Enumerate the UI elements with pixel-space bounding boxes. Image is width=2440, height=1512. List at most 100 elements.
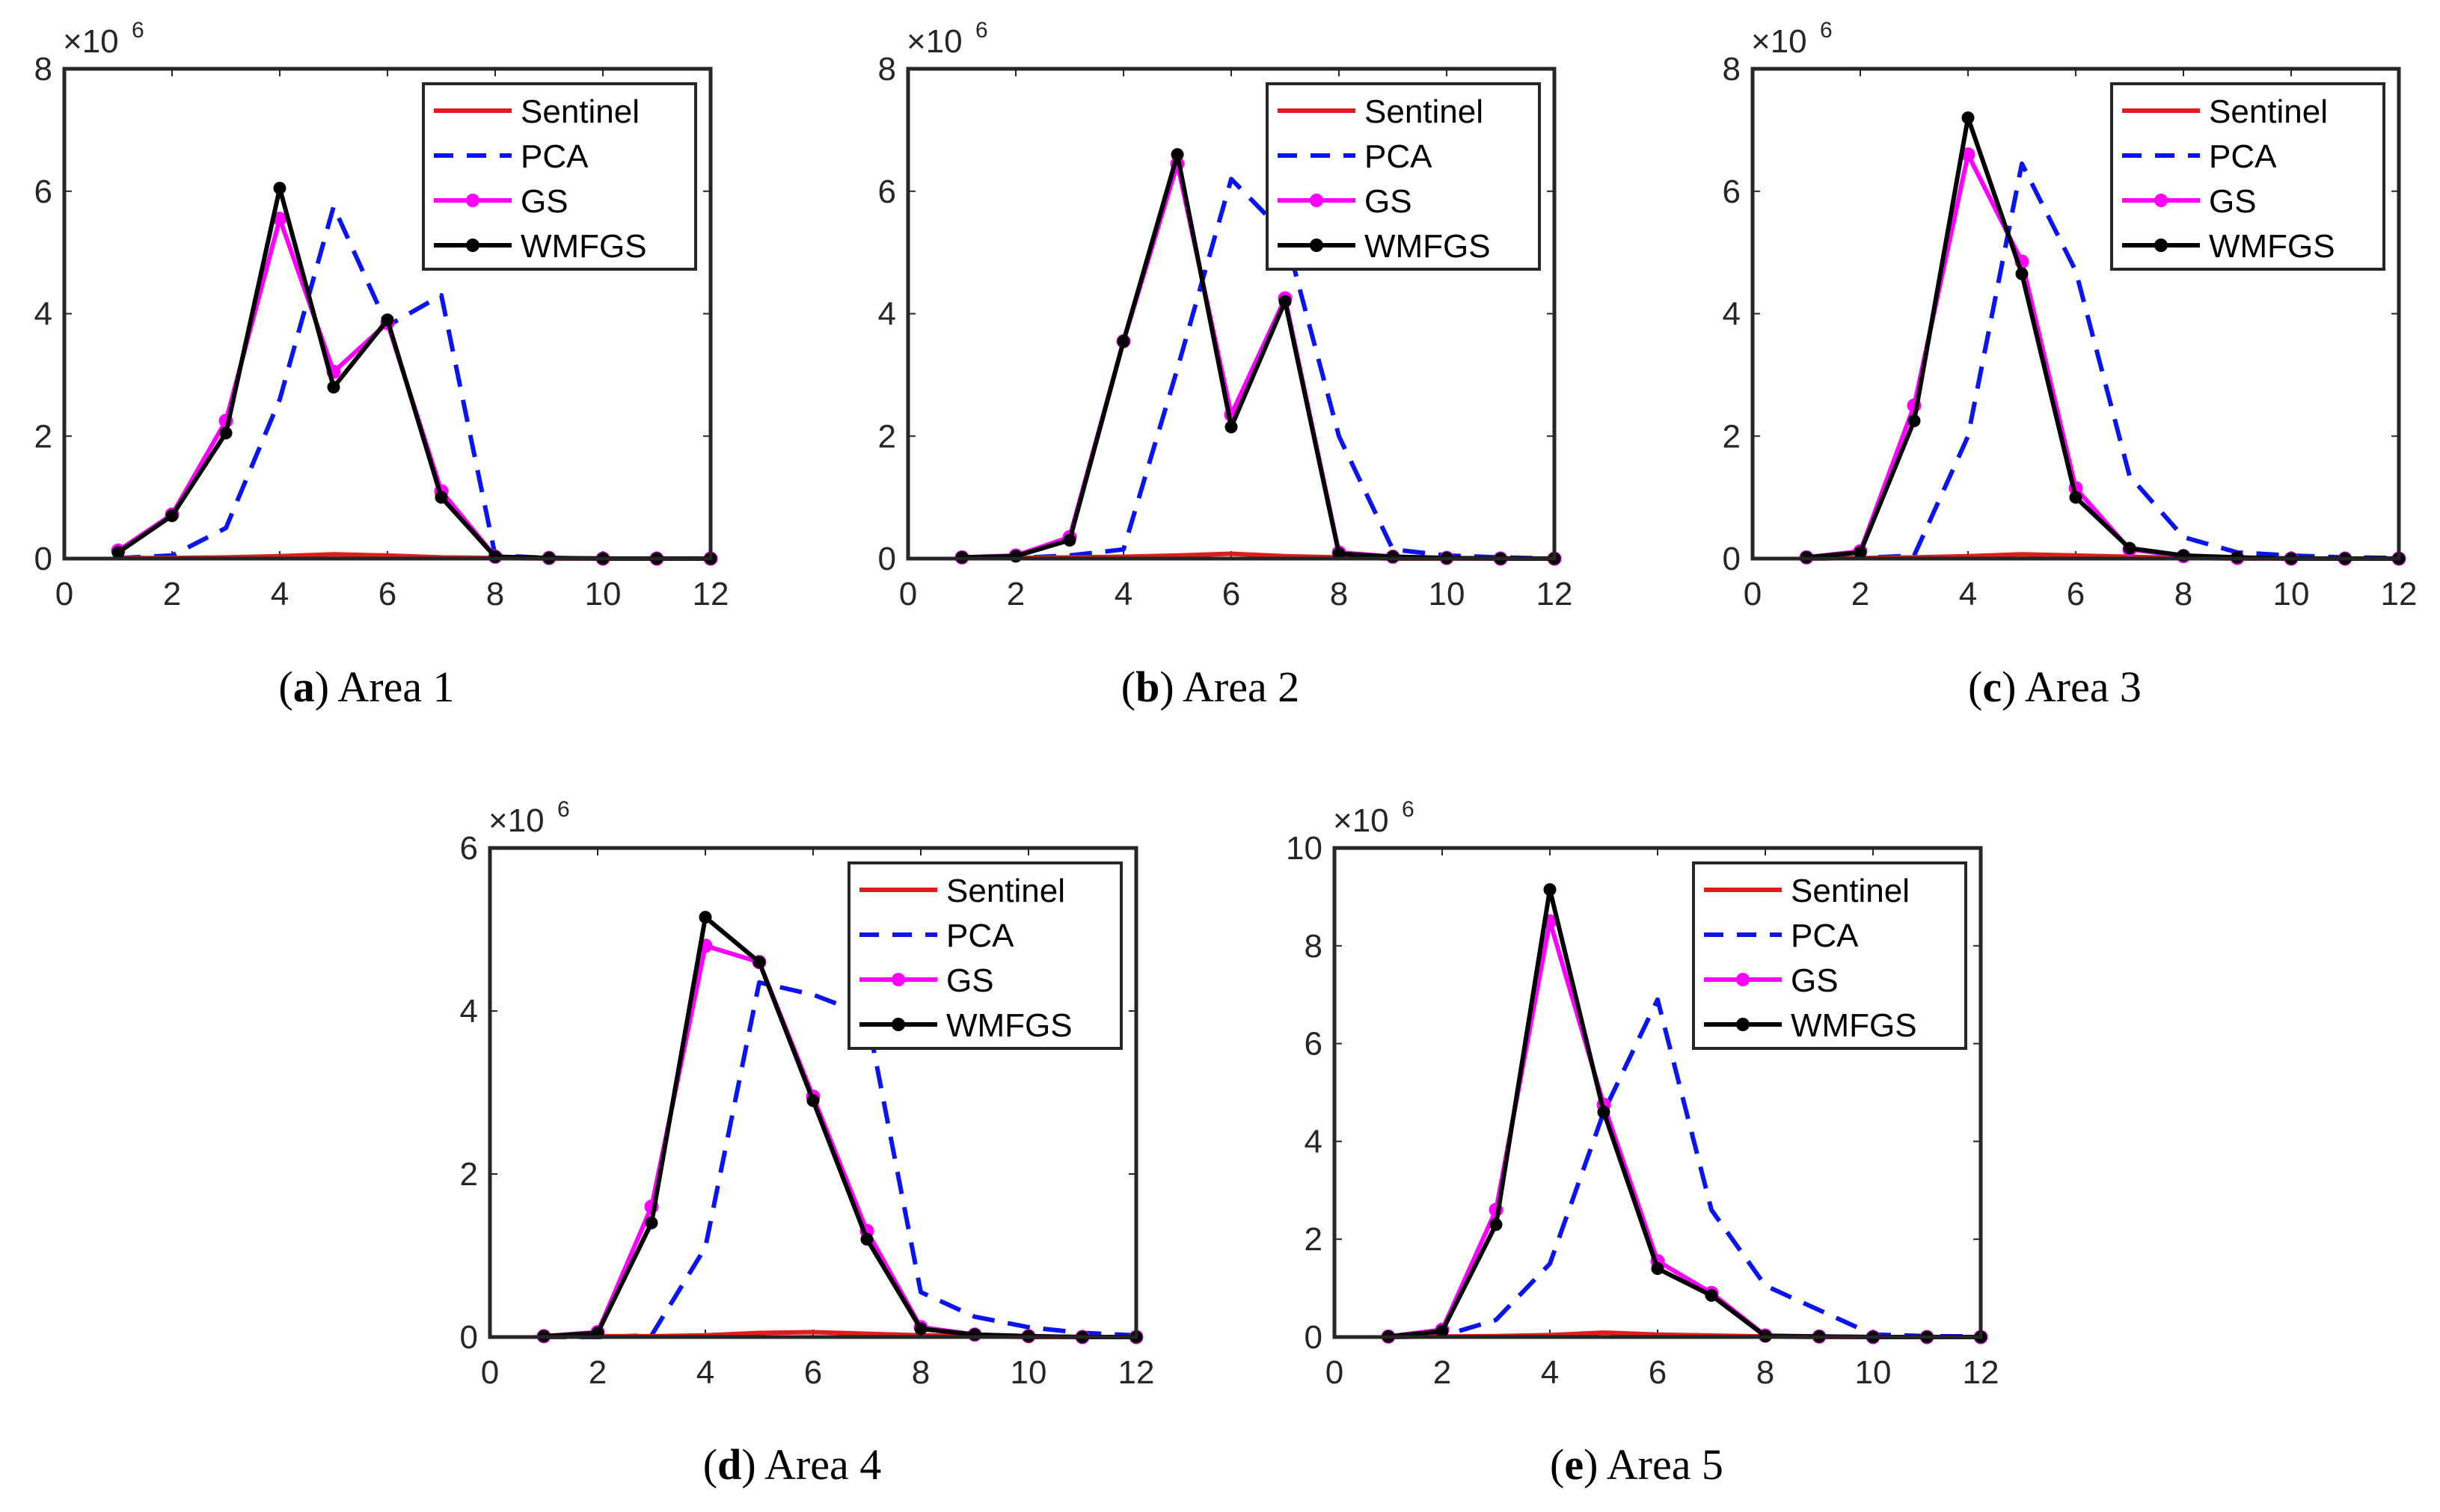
x-tick-label: 12 [1536,576,1573,612]
legend-label-sentinel: Sentinel [1791,873,1910,909]
legend-label-wmfgs: WMFGS [2209,228,2335,265]
caption: (b) Area 2 [1121,663,1299,711]
x-tick-label: 10 [585,576,622,612]
x-tick-label: 0 [899,576,917,612]
axes-frame [1332,846,1983,1339]
axes-frame [1750,67,2401,561]
data-point-wmfgs [1278,295,1292,308]
data-point-wmfgs [1907,414,1921,428]
y-tick-label: 4 [1723,296,1741,333]
x-tick-label: 8 [912,1354,930,1391]
x-tick-label: 0 [1744,576,1762,612]
y-tick-label: 4 [34,296,52,333]
series-line-pca [1806,161,2400,561]
y-exponent-label: ×10 [63,23,119,60]
y-tick-label: 0 [878,541,896,577]
axes-frame [906,67,1557,561]
axes-frame [488,846,1138,1339]
x-tick-label: 2 [589,1354,607,1391]
caption-title: Area 1 [337,663,454,711]
legend-label-wmfgs: WMFGS [521,228,647,265]
data-point-wmfgs [219,426,233,440]
axes-frame [62,67,713,561]
caption-letter: c [1982,663,2002,711]
legend-marker-wmfgs [1310,239,1323,252]
caption: (c) Area 3 [1968,663,2142,711]
y-exponent-power: 6 [132,18,144,43]
legend-label-gs: GS [1791,962,1839,999]
x-tick-label: 10 [2273,576,2310,612]
series-line-pca [962,176,1555,561]
y-tick-label: 4 [878,296,896,333]
legend-label-pca: PCA [1364,138,1432,175]
data-point-wmfgs [1224,420,1238,434]
y-tick-label: 6 [460,830,478,867]
caption-letter: e [1564,1440,1584,1489]
caption-close-paren: ) [2002,663,2025,711]
legend: Sentinel PCA GS WMFGS [2110,82,2385,271]
legend: Sentinel PCA GS WMFGS [1266,82,1541,271]
legend-marker-wmfgs [1736,1018,1750,1031]
data-point-wmfgs [752,956,766,969]
legend-label-gs: GS [1364,183,1412,220]
x-tick-label: 6 [2067,576,2085,612]
chart-panel-e: 0 2 4 6 8 10 12 0 2 4 6 8 10 ×10 6 Sentinel PCA GS WMFGS (e… [1286,797,1999,1489]
data-point-wmfgs [1063,533,1076,547]
caption-letter: a [293,663,315,711]
caption-open-paren: ( [1968,663,1982,711]
caption-close-paren: ) [1159,663,1183,711]
y-tick-label: 6 [878,173,896,210]
y-exponent-power: 6 [1820,18,1833,43]
x-tick-label: 10 [1429,576,1465,612]
x-tick-label: 4 [1115,576,1132,612]
y-tick-label: 6 [34,173,52,210]
legend-label-wmfgs: WMFGS [946,1007,1073,1044]
legend: Sentinel PCA GS WMFGS [1692,861,1967,1050]
legend-marker-gs [1310,194,1323,207]
data-point-wmfgs [2069,491,2082,504]
x-tick-label: 2 [1007,576,1025,612]
data-point-wmfgs [1705,1288,1718,1302]
data-point-wmfgs [1597,1105,1610,1119]
x-tick-label: 6 [804,1354,822,1391]
data-point-wmfgs [111,546,125,559]
y-tick-label: 0 [1305,1319,1322,1356]
caption-title: Area 3 [2025,663,2142,711]
x-tick-label: 10 [1855,1354,1892,1391]
caption-title: Area 5 [1607,1440,1723,1489]
chart-panel-c: 0 2 4 6 8 10 12 0 2 4 6 8 ×10 6 Sentinel PCA GS WMFGS (c) … [1723,18,2418,711]
caption-close-paren: ) [315,663,338,711]
x-tick-label: 8 [1756,1354,1774,1391]
legend-label-wmfgs: WMFGS [1791,1007,1917,1044]
x-tick-label: 8 [486,576,504,612]
x-tick-label: 2 [1851,576,1869,612]
x-tick-label: 6 [1649,1354,1667,1391]
caption-close-paren: ) [1584,1440,1607,1489]
data-point-wmfgs [165,509,179,523]
x-tick-label: 6 [1222,576,1240,612]
y-tick-label: 0 [34,541,52,577]
legend-marker-wmfgs [466,239,479,252]
data-point-wmfgs [699,911,712,924]
series-line-pca [117,204,711,561]
y-exponent-power: 6 [557,797,570,822]
caption: (d) Area 4 [703,1440,881,1489]
legend-marker-gs [1736,973,1750,986]
caption: (e) Area 5 [1550,1440,1723,1489]
x-tick-label: 4 [271,576,289,612]
legend-box [2110,82,2385,271]
x-tick-label: 4 [696,1354,714,1391]
caption-title: Area 4 [764,1440,881,1489]
y-tick-label: 8 [34,51,52,87]
x-tick-label: 8 [1330,576,1348,612]
y-tick-label: 2 [460,1156,478,1193]
legend-label-wmfgs: WMFGS [1364,228,1491,265]
data-point-wmfgs [435,491,448,504]
caption-open-paren: ( [703,1440,717,1489]
data-point-wmfgs [1543,883,1557,897]
x-tick-label: 12 [1963,1354,1999,1391]
legend-label-pca: PCA [946,918,1014,954]
data-point-wmfgs [1171,148,1184,162]
legend-box [1692,861,1967,1050]
